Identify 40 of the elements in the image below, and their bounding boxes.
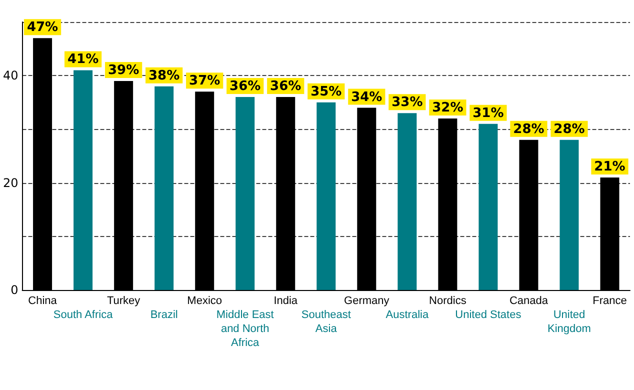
- data-label: 36%: [270, 79, 302, 94]
- data-label: 34%: [351, 90, 382, 105]
- data-label: 28%: [513, 122, 544, 137]
- y-tick-label: 20: [2, 176, 18, 190]
- y-tick-label: 40: [2, 68, 18, 83]
- bar: [74, 70, 93, 290]
- data-label: 36%: [230, 79, 261, 94]
- bar: [560, 140, 579, 290]
- x-tick-label: South Africa: [53, 309, 114, 321]
- x-tick-label: Middle East and North Africa: [216, 309, 274, 349]
- data-label: 28%: [554, 122, 585, 137]
- x-tick-label: Brazil: [150, 309, 178, 321]
- x-tick-label: Canada: [509, 295, 549, 307]
- x-tick-label: Southeast Asia: [301, 309, 351, 335]
- x-tick-label: United Kingdom: [548, 309, 591, 335]
- data-label: 33%: [392, 95, 423, 110]
- data-label: 21%: [594, 159, 626, 174]
- x-tick-label: China: [28, 295, 58, 307]
- x-tick-label: Mexico: [187, 295, 222, 307]
- x-tick-label: Australia: [386, 309, 430, 321]
- x-tick-label: Nordics: [429, 295, 467, 307]
- data-label: 38%: [148, 68, 180, 84]
- bar: [398, 113, 417, 290]
- data-label: 31%: [472, 106, 504, 121]
- data-label: 39%: [108, 62, 140, 78]
- x-tick-label: India: [274, 295, 298, 307]
- data-label: 35%: [310, 84, 342, 100]
- y-tick-label: 0: [10, 283, 18, 297]
- data-label: 47%: [26, 20, 58, 36]
- bar: [154, 86, 174, 290]
- bar: [478, 124, 498, 290]
- x-tick-label: France: [592, 295, 627, 307]
- bar: [316, 102, 336, 290]
- bar: [236, 97, 255, 290]
- x-tick-label: United States: [455, 309, 522, 321]
- data-label: 37%: [189, 74, 220, 89]
- data-label: 32%: [432, 100, 464, 116]
- x-tick-label: Turkey: [106, 295, 141, 307]
- data-label: 41%: [67, 52, 99, 68]
- x-tick-label: Germany: [344, 295, 390, 307]
